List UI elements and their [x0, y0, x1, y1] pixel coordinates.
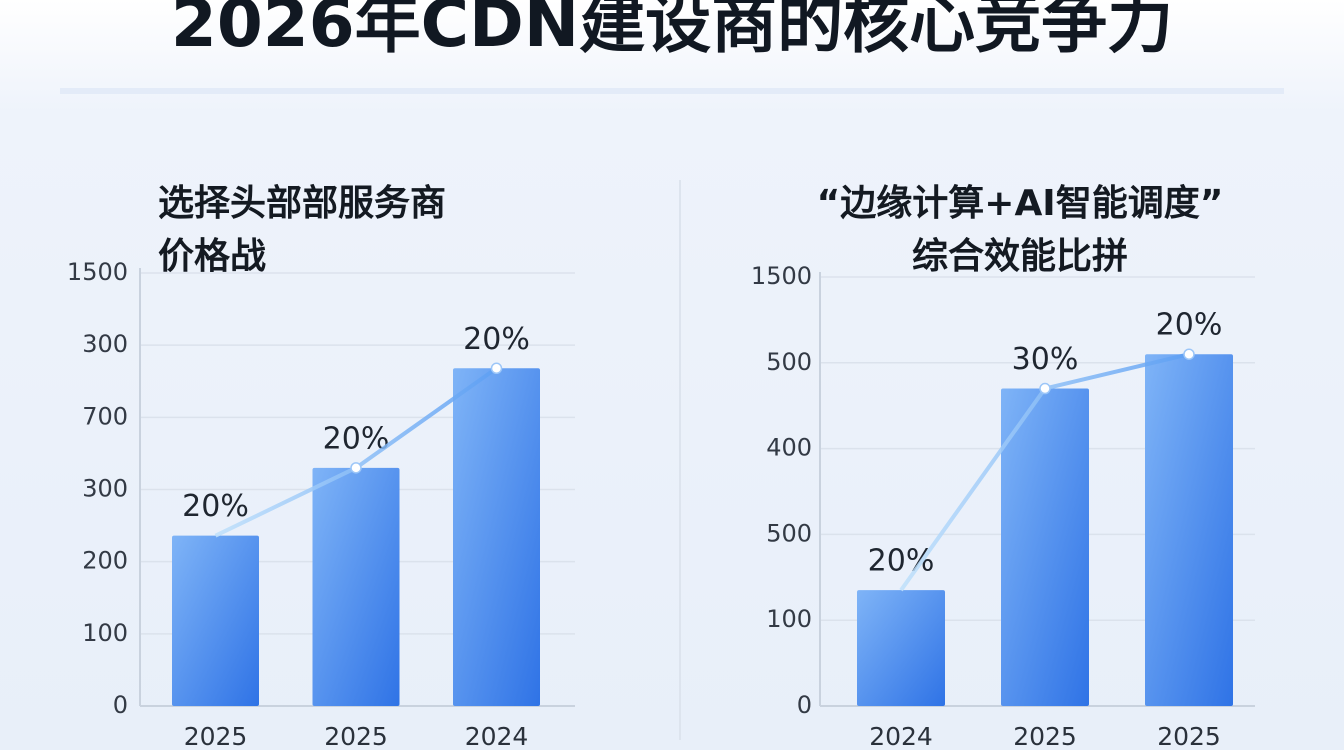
y-tick-label: 100 [82, 619, 128, 647]
x-tick-label: 2025 [1157, 722, 1221, 750]
y-tick-label: 700 [82, 402, 128, 430]
chart-title: 价格战 [158, 236, 266, 277]
data-annotation: 20% [868, 544, 935, 579]
bar [453, 368, 540, 706]
bar [1145, 354, 1233, 706]
y-tick-label: 0 [113, 691, 128, 719]
data-annotation: 20% [182, 489, 249, 524]
y-tick-label: 1500 [751, 262, 812, 290]
title-divider [60, 88, 1284, 94]
x-tick-label: 2025 [324, 722, 388, 750]
y-tick-label: 300 [82, 475, 128, 503]
y-tick-label: 100 [766, 605, 812, 633]
trend-dot [1039, 382, 1051, 395]
y-tick-label: 1500 [67, 258, 128, 286]
data-annotation: 20% [1156, 308, 1223, 343]
chart-title: 选择头部部服务商 [158, 183, 446, 224]
data-annotation: 20% [463, 322, 530, 357]
y-tick-label: 0 [797, 691, 812, 719]
bar [312, 467, 400, 706]
y-tick-label: 200 [82, 547, 128, 575]
trend-dot [490, 362, 503, 375]
bar [857, 590, 945, 706]
trend-dot [1183, 348, 1195, 360]
bar [172, 535, 259, 706]
y-tick-label: 400 [766, 434, 812, 462]
data-annotation: 30% [1012, 342, 1079, 377]
y-tick-label: 500 [766, 348, 812, 376]
x-tick-label: 2024 [465, 722, 529, 750]
chart-title: 综合效能比拼 [912, 236, 1128, 277]
page-title: 2026年CDN建设商的核心竞争力 [171, 0, 1173, 62]
chart-title: “边缘计算+AI智能调度” [817, 183, 1224, 224]
trend-dot [350, 462, 362, 474]
y-tick-label: 500 [766, 519, 812, 547]
y-tick-label: 300 [82, 330, 128, 358]
x-tick-label: 2024 [869, 722, 933, 750]
x-tick-label: 2025 [1013, 722, 1077, 750]
x-tick-label: 2025 [184, 722, 248, 750]
bar [1001, 388, 1089, 706]
